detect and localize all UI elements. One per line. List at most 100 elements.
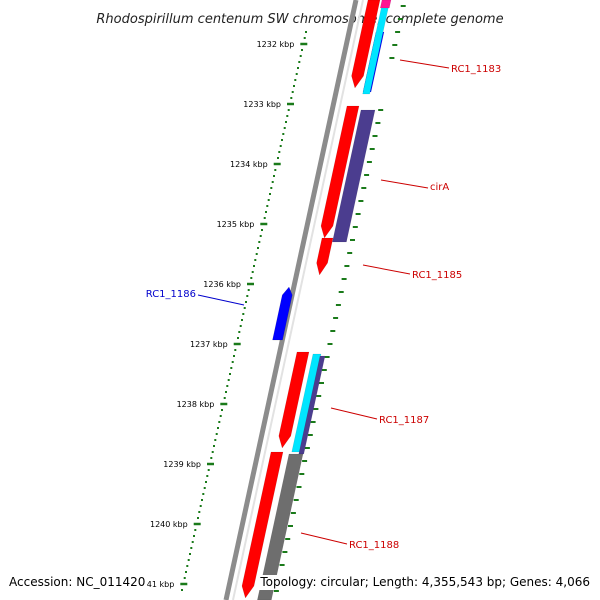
tick-dot [290,97,293,99]
tick-dot [185,571,187,573]
tick-dot [230,367,233,369]
tick-dot [263,217,266,219]
tick-dot [298,61,301,63]
tick-dot [250,277,253,279]
tick-label: 1234 kbp [230,160,268,169]
tick-dot [293,85,295,87]
tick-dot [186,565,189,567]
gene-leader-line [330,407,378,420]
tick-dot [269,193,271,195]
tick-label: 1232 kbp [257,40,295,49]
tick-dot [261,229,263,231]
tick-dot [207,469,210,471]
tick-dot [183,577,186,579]
gene-label: RC1_1185 [412,270,462,281]
tick-dot [286,115,289,117]
tick-dot [210,457,213,459]
gene-label: cirA [430,182,449,193]
tick-dot [294,79,297,81]
tick-dot [190,547,193,549]
tick-dot [282,133,285,135]
tick-label: 1238 kbp [177,400,215,409]
tick-label: 1239 kbp [163,460,201,469]
gene-label: RC1_1183 [451,64,501,75]
tick-dot [295,73,298,75]
map-title: Rhodospirillum centenum SW chromosome, c… [96,12,503,27]
tick-dot [299,55,302,57]
gene-arrow-rc1-1188 [241,451,284,599]
tick-dot [181,589,183,591]
gene-arrow-rc1-1186 [272,286,293,341]
tick-dot [242,313,245,315]
tick-dot [271,181,274,183]
tick-dot [285,121,287,123]
tick-dot [187,559,190,561]
tick-dot [214,439,217,441]
tick-dot [191,541,194,543]
tick-dot [301,49,303,51]
tick-dot [246,295,249,297]
blast-hit-purple [332,109,376,243]
tick-dot [279,145,282,147]
tick-dot [202,493,205,495]
gene-arrow-ciraA [320,105,360,239]
tick-dot [238,331,241,333]
tick-dot [206,475,209,477]
tick-dot [254,259,257,261]
tick-dot [193,535,195,537]
tick-dot [287,109,290,111]
tick-dot [266,205,269,207]
tick-dot [255,253,258,255]
tick-label: 1241 kbp [137,580,175,589]
tick-dot [283,127,286,129]
tick-label: 1233 kbp [243,100,281,109]
tick-dot [237,337,239,339]
gene-labels: RC1_1183 cirA RC1_1185 RC1_1186 RC1_1187 RC1_… [146,59,501,551]
tick-dot [241,319,243,321]
gene-leader-line [300,532,348,545]
accession-text: Accession: NC_011420 [9,575,148,590]
tick-dot [227,379,230,381]
tick-dot [197,517,199,519]
tick-dot [219,415,222,417]
feature-track [241,0,392,600]
tick-dot [247,289,250,291]
gene-arrow-rc1-1185 [316,237,334,276]
gene-leader-line [197,294,245,306]
blast-hit-cyan [362,0,391,95]
tick-dot [211,451,214,453]
tick-labels: 1232 kbp 1233 kbp 1234 kbp 1235 kbp 1236 kbp… [137,40,295,589]
blast-hit-purple-2 [298,355,326,455]
tick-dot [221,409,223,411]
tick-dot [201,499,203,501]
tick-dot [226,385,229,387]
tick-dot [223,397,226,399]
tick-dot [234,349,237,351]
tick-dot [215,433,218,435]
tick-dot [273,175,275,177]
tick-dot [270,187,273,189]
tick-dot [231,361,234,363]
tick-dot [205,481,207,483]
gene-label: RC1_1186 [146,289,196,300]
tick-dot [259,235,262,237]
tick-dot [258,241,261,243]
tick-label: 1240 kbp [150,520,188,529]
tick-dot [265,211,267,213]
tick-dot [245,301,247,303]
tick-dot [217,427,219,429]
tick-label: 1235 kbp [217,220,255,229]
tick-dot [199,505,202,507]
tick-ring [180,31,308,591]
tick-dot [229,373,231,375]
tick-dot [274,169,277,171]
tick-dot [303,37,306,39]
backbone-shadow-line [232,0,364,600]
gene-label: RC1_1187 [379,415,429,426]
gene-label: RC1_1188 [349,540,399,551]
gene-leader-line [380,179,429,189]
tick-dot [251,271,254,273]
tick-label: 1236 kbp [203,280,241,289]
tick-dot [198,511,201,513]
